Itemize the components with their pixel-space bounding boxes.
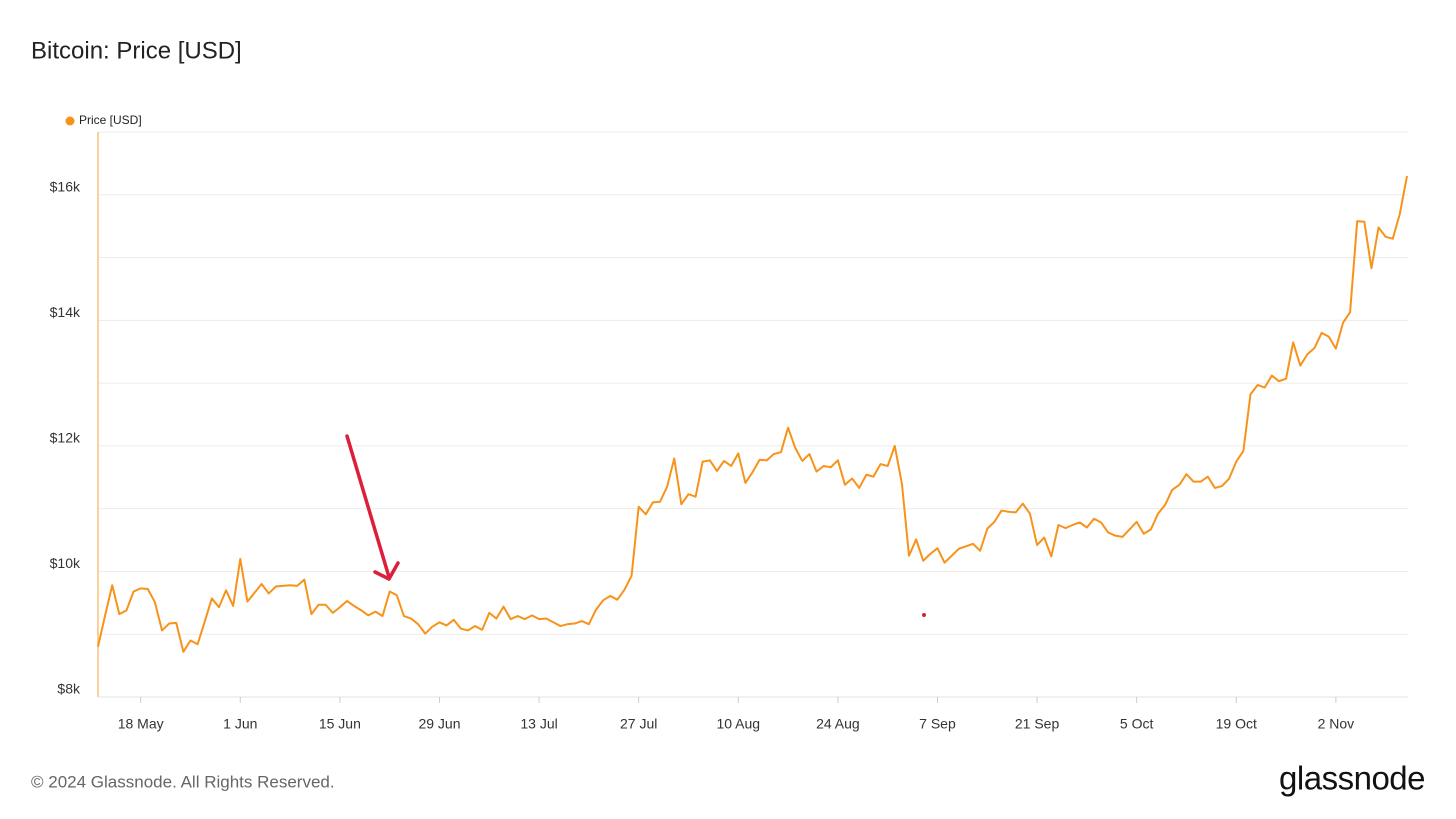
y-tick-label: $14k: [50, 304, 81, 320]
x-tick-label: 1 Jun: [223, 716, 257, 732]
x-tick-label: 15 Jun: [319, 716, 361, 732]
annotation-arrowhead: [373, 561, 400, 581]
y-tick-label: $10k: [50, 555, 81, 571]
y-tick-label: $12k: [50, 430, 81, 446]
x-tick-label: 7 Sep: [919, 716, 956, 732]
x-tick-label: 24 Aug: [816, 716, 860, 732]
x-tick-label: 2 Nov: [1318, 716, 1355, 732]
brand-logo: glassnode: [1279, 760, 1425, 797]
annotation-arrow: [345, 434, 391, 579]
y-tick-label: $8k: [57, 681, 81, 697]
chart-title: Bitcoin: Price [USD]: [31, 37, 242, 64]
x-tick-label: 29 Jun: [418, 716, 460, 732]
y-tick-label: $16k: [50, 178, 81, 194]
annotation-dot: [922, 613, 926, 617]
x-tick-label: 10 Aug: [716, 716, 760, 732]
x-tick-label: 21 Sep: [1015, 716, 1060, 732]
x-tick-label: 5 Oct: [1120, 716, 1154, 732]
x-tick-label: 19 Oct: [1216, 716, 1257, 732]
legend-label: Price [USD]: [79, 113, 142, 127]
price-line: [97, 175, 1408, 653]
plot-area: $8k $10k $12k $14k $16k 18 May 1 Jun 15 Jun 29 J…: [50, 113, 1408, 732]
copyright: © 2024 Glassnode. All Rights Reserved.: [31, 772, 335, 791]
x-tick-label: 18 May: [118, 716, 164, 732]
x-tick-label: 27 Jul: [620, 716, 657, 732]
legend-marker: [65, 116, 75, 126]
x-tick-label: 13 Jul: [520, 716, 557, 732]
